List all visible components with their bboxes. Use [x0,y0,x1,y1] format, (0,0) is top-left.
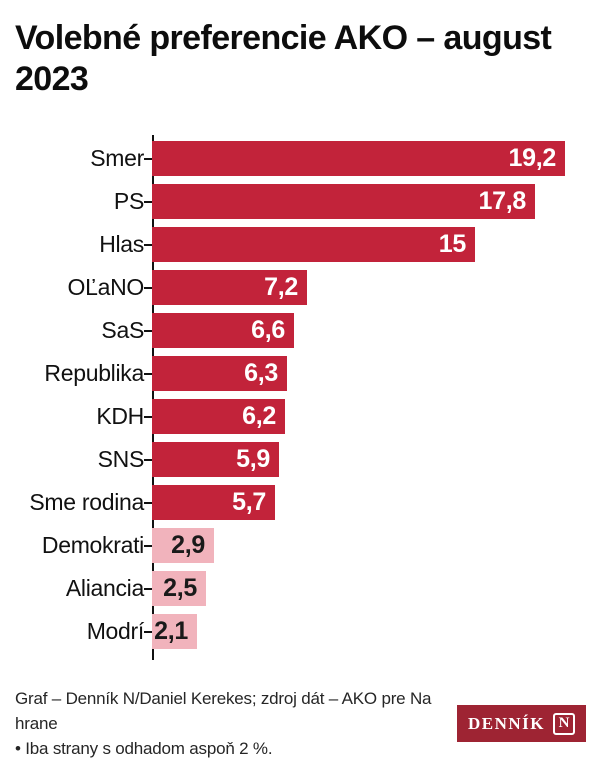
bar-row: Aliancia 2,5 [0,567,600,610]
bar-row: Hlas 15 [0,223,600,266]
value-label: 19,2 [508,144,557,172]
credit-line2: • Iba strany s odhadom aspoň 2 %. [15,739,273,758]
value-label: 2,1 [154,617,188,645]
bar: 15 [152,227,475,262]
axis-tick [144,544,152,547]
logo-wordmark: DENNÍK [467,713,545,733]
axis-tick [144,329,152,332]
bar: 2,1 [152,614,197,649]
dennikn-logo: DENNÍK N [456,705,586,742]
bar-row: Modrí 2,1 [0,610,600,653]
bar-row: PS 17,8 [0,180,600,223]
value-label: 6,6 [251,316,285,344]
category-label: Modrí [86,618,145,644]
plot-area: 19,2 [152,141,600,176]
axis-tick [144,415,152,418]
value-label: 7,2 [264,273,298,301]
bar-chart: Smer 19,2 PS 17,8 Hlas 15 OĽaNO 7,2 SaS 6,6 Republ… [0,135,600,660]
category-label: Sme rodina [29,489,144,515]
category-label: KDH [96,403,144,429]
category-label: SaS [101,317,144,343]
axis-tick [144,286,152,289]
axis-tick [144,458,152,461]
bar-row: OĽaNO 7,2 [0,266,600,309]
plot-area: 7,2 [152,270,600,305]
plot-area: 6,3 [152,356,600,391]
plot-area: 6,6 [152,313,600,348]
bar-rows: Smer 19,2 PS 17,8 Hlas 15 OĽaNO 7,2 SaS 6,6 Republ… [0,137,600,653]
bar-row: Sme rodina 5,7 [0,481,600,524]
bar: 6,3 [152,356,287,391]
bar: 5,9 [152,442,279,477]
category-label: Hlas [99,231,144,257]
chart-title: Volebné preferencie AKO – august 2023 [15,18,587,100]
plot-area: 5,9 [152,442,600,477]
axis-tick [144,587,152,590]
bar-row: SaS 6,6 [0,309,600,352]
dennikn-n-icon: N [553,712,575,735]
bar-row: SNS 5,9 [0,438,600,481]
plot-area: 5,7 [152,485,600,520]
bar: 17,8 [152,184,535,219]
bar-row: KDH 6,2 [0,395,600,438]
bar: 5,7 [152,485,275,520]
bar: 6,6 [152,313,294,348]
axis-tick [144,501,152,504]
bar: 6,2 [152,399,285,434]
chart-title-line2: 2023 [15,60,89,98]
plot-area: 2,5 [152,571,600,606]
value-label: 6,2 [242,402,276,430]
value-label: 2,9 [171,531,205,559]
bar: 2,5 [152,571,206,606]
bar: 19,2 [152,141,565,176]
category-label: OĽaNO [67,274,145,300]
axis-tick [144,243,152,246]
logo-n-letter: N [558,715,570,731]
value-label: 5,7 [232,488,266,516]
category-label: Smer [90,145,144,171]
plot-area: 17,8 [152,184,600,219]
category-label: Republika [44,360,144,386]
axis-tick [144,200,152,203]
y-axis-line [152,135,154,660]
category-label: Aliancia [65,575,144,601]
credit-line1: Graf – Denník N/Daniel Kerekes; zdroj dá… [15,689,432,733]
plot-area: 2,9 [152,528,600,563]
axis-tick [144,157,152,160]
category-label: Demokrati [41,532,144,558]
axis-tick [144,630,152,633]
bar-row: Smer 19,2 [0,137,600,180]
value-label: 2,5 [163,574,197,602]
bar: 7,2 [152,270,307,305]
value-label: 5,9 [236,445,270,473]
value-label: 15 [438,230,467,258]
bar: 2,9 [152,528,214,563]
axis-tick [144,372,152,375]
plot-area: 15 [152,227,600,262]
value-label: 17,8 [478,187,527,215]
category-label: SNS [97,446,145,472]
bar-row: Republika 6,3 [0,352,600,395]
bar-row: Demokrati 2,9 [0,524,600,567]
plot-area: 6,2 [152,399,600,434]
category-label: PS [113,188,144,214]
value-label: 6,3 [244,359,278,387]
plot-area: 2,1 [152,614,600,649]
chart-title-line1: Volebné preferencie AKO – august [15,19,552,57]
